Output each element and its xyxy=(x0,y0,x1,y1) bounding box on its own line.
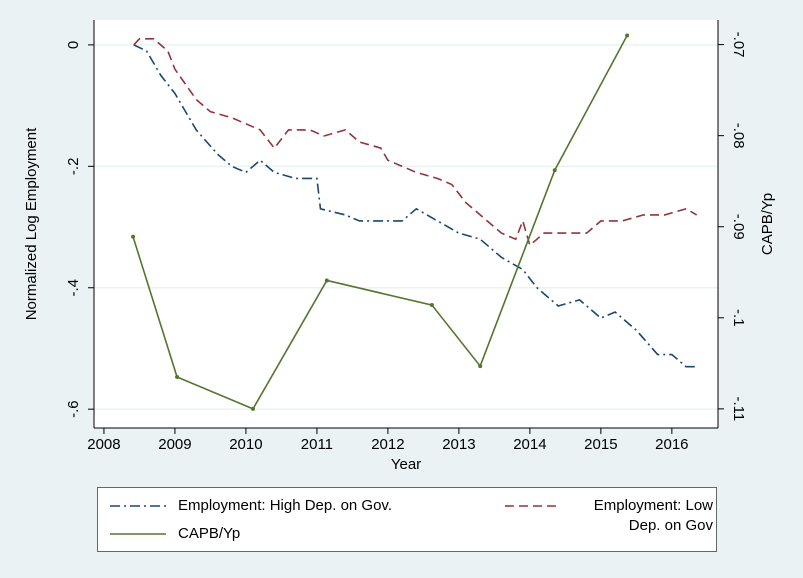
point xyxy=(552,168,557,173)
x-tick-label: 2009 xyxy=(158,436,191,453)
point xyxy=(625,33,630,38)
y-tick-label: -.2 xyxy=(65,158,82,176)
x-tick-label: 2008 xyxy=(87,436,120,453)
y-axis-title: Normalized Log Employment xyxy=(23,127,40,320)
series-line xyxy=(133,38,698,247)
x-tick-label: 2014 xyxy=(513,436,546,453)
legend-swatch xyxy=(110,505,166,507)
y-tick-label: 0 xyxy=(65,41,82,49)
legend-label: Employment: Low Dep. on Gov xyxy=(593,497,713,534)
legend-swatch xyxy=(110,533,166,535)
point xyxy=(478,364,483,369)
plot-area xyxy=(94,20,718,428)
x-tick-label: 2012 xyxy=(371,436,404,453)
x-tick-label: 2016 xyxy=(655,436,688,453)
series-line xyxy=(133,44,697,368)
x-tick-label: 2011 xyxy=(301,436,333,453)
series-line xyxy=(132,35,628,410)
y2-tick-label: -.08 xyxy=(730,123,747,149)
x-axis-title: Year xyxy=(391,456,421,473)
y2-axis-title: CAPB/Yp xyxy=(759,193,776,255)
point xyxy=(131,234,136,239)
x-tick-label: 2015 xyxy=(584,436,617,453)
legend-label: Employment: High Dep. on Gov. xyxy=(178,497,392,514)
legend-label: CAPB/Yp xyxy=(178,525,241,542)
x-tick-label: 2010 xyxy=(229,436,262,453)
legend-swatch xyxy=(505,505,561,507)
point xyxy=(324,278,329,283)
y2-tick-label: -.09 xyxy=(730,214,747,240)
point xyxy=(429,303,434,308)
legend: Employment: High Dep. on Gov. Employment:… xyxy=(97,487,717,552)
point xyxy=(175,375,180,379)
y2-tick-label: -.1 xyxy=(730,309,747,327)
y2-tick-label: -.11 xyxy=(730,397,747,422)
y-tick-label: -.4 xyxy=(65,279,82,297)
point xyxy=(251,406,256,411)
y2-tick-label: -.07 xyxy=(730,32,747,58)
x-tick-label: 2013 xyxy=(442,436,475,453)
y-tick-label: -.6 xyxy=(65,400,82,418)
